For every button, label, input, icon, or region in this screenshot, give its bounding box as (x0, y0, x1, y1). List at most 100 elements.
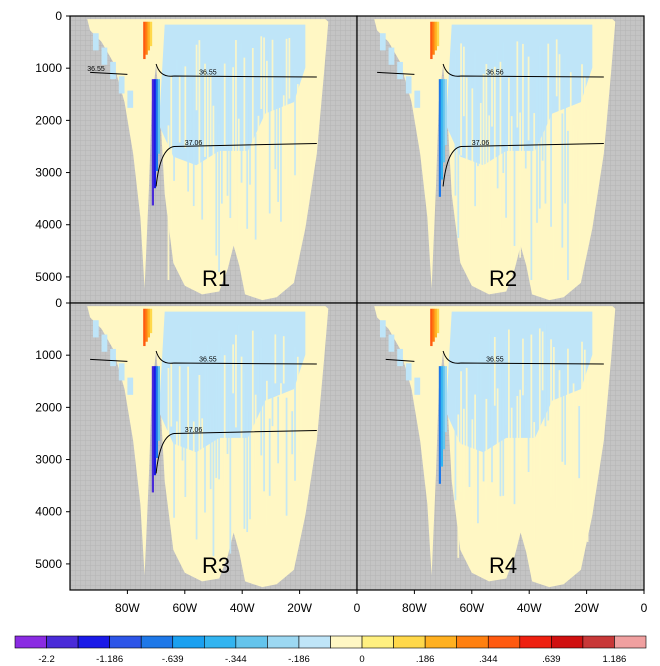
panel-2: 36.56 37.06 R2 (356, 15, 645, 304)
anomaly-column (198, 374, 201, 544)
anomaly-column (206, 75, 209, 221)
y-tick-label: 4000 (35, 218, 62, 232)
colorbar-swatch (456, 635, 489, 649)
anomaly-column (544, 323, 547, 427)
boundary-cold-anomaly (444, 79, 447, 146)
anomaly-column (204, 361, 206, 513)
anomaly-column (496, 388, 499, 532)
isohaline-contour (442, 142, 604, 187)
anomaly-column (488, 115, 491, 273)
colorbar-swatch (330, 635, 363, 649)
anomaly-column (176, 421, 178, 503)
anomaly-column (235, 334, 237, 428)
boundary-warm-anomaly (147, 21, 150, 51)
anomaly-column (567, 348, 569, 408)
boundary-warm-anomaly (432, 308, 435, 342)
x-tick-label: 40W (517, 601, 542, 615)
anomaly-column (471, 419, 474, 528)
shelf-patch (110, 61, 116, 80)
anomaly-column (533, 113, 536, 237)
anomaly-column (170, 363, 173, 427)
anomaly-column (249, 118, 251, 185)
contour-label: 37.06 (185, 427, 203, 434)
x-tick-label: 80W (402, 601, 427, 615)
isohaline-contour (155, 142, 317, 187)
anomaly-column (192, 421, 195, 506)
anomaly-column (195, 389, 198, 540)
anomaly-column (536, 372, 538, 429)
anomaly-column (454, 396, 457, 501)
anomaly-column (187, 124, 189, 192)
anomaly-column (260, 337, 263, 456)
anomaly-column (463, 46, 465, 117)
anomaly-column (232, 344, 234, 394)
anomaly-column (232, 67, 234, 180)
anomaly-column (246, 411, 249, 533)
anomaly-column (274, 79, 277, 170)
panel-label: R1 (202, 266, 230, 291)
panel-3: 36.55 37.06 R3 (69, 302, 358, 591)
anomaly-column (268, 47, 271, 214)
shelf-contour (90, 71, 128, 75)
boundary-warm-anomaly (147, 308, 150, 338)
anomaly-column (257, 349, 260, 394)
anomaly-column (586, 109, 589, 205)
panel-1: 36.55 36.55 37.06 R1 (69, 15, 358, 304)
boundary-cold-anomaly (151, 366, 154, 493)
shelf-patch (118, 363, 125, 381)
boundary-cold-anomaly (442, 366, 445, 450)
anomaly-column (547, 43, 550, 204)
anomaly-column (184, 66, 187, 149)
anomaly-column (558, 370, 561, 432)
colorbar-label: 1.186 (603, 654, 627, 665)
colorbar-label: .639 (542, 654, 561, 665)
anomaly-column (184, 397, 187, 497)
anomaly-column (524, 384, 527, 431)
anomaly-column (493, 336, 496, 406)
y-tick-label: 4000 (35, 505, 62, 519)
shelf-patch (397, 61, 403, 80)
anomaly-column (508, 329, 510, 481)
colorbar-swatch (109, 635, 142, 649)
anomaly-column (468, 390, 471, 487)
shelf-patch (405, 363, 412, 381)
anomaly-column (266, 380, 268, 526)
boundary-cold-anomaly (155, 79, 158, 171)
anomaly-column (178, 75, 181, 143)
colorbar: -2.2 -1.186 -.639 -.344 -.186 0 .186 .344 .639 1.… (14, 635, 647, 665)
y-tick-label: 1000 (35, 348, 62, 362)
anomaly-column (553, 127, 555, 270)
anomaly-column (510, 116, 513, 281)
shelf-contour (377, 71, 415, 75)
anomaly-column (268, 418, 271, 496)
shelf-patch (405, 76, 412, 94)
anomaly-column (218, 330, 220, 480)
anomaly-column (561, 113, 564, 248)
boundary-warm-anomaly (434, 21, 437, 51)
anomaly-column (173, 73, 175, 181)
anomaly-column (530, 121, 533, 281)
contour-label: 36.56 (486, 70, 504, 77)
anomaly-column (553, 347, 555, 495)
anomaly-column (235, 40, 237, 205)
anomaly-column (190, 78, 192, 146)
shelf-patch (379, 33, 386, 51)
anomaly-column (291, 411, 294, 455)
anomaly-column (218, 124, 220, 272)
anomaly-column (167, 125, 170, 281)
anomaly-column (505, 134, 507, 218)
panel-label: R2 (489, 266, 517, 291)
shelf-patch (127, 377, 134, 395)
anomaly-column (538, 45, 541, 209)
anomaly-column (561, 368, 564, 462)
shelf-patch (414, 90, 421, 108)
anomaly-column (519, 389, 521, 472)
boundary-warm-anomaly (430, 308, 433, 347)
anomaly-column (251, 48, 254, 219)
anomaly-column (294, 346, 296, 481)
anomaly-column (572, 124, 575, 195)
anomaly-column (493, 66, 496, 187)
contour-label: 37.06 (185, 140, 203, 147)
anomaly-column (513, 415, 516, 505)
